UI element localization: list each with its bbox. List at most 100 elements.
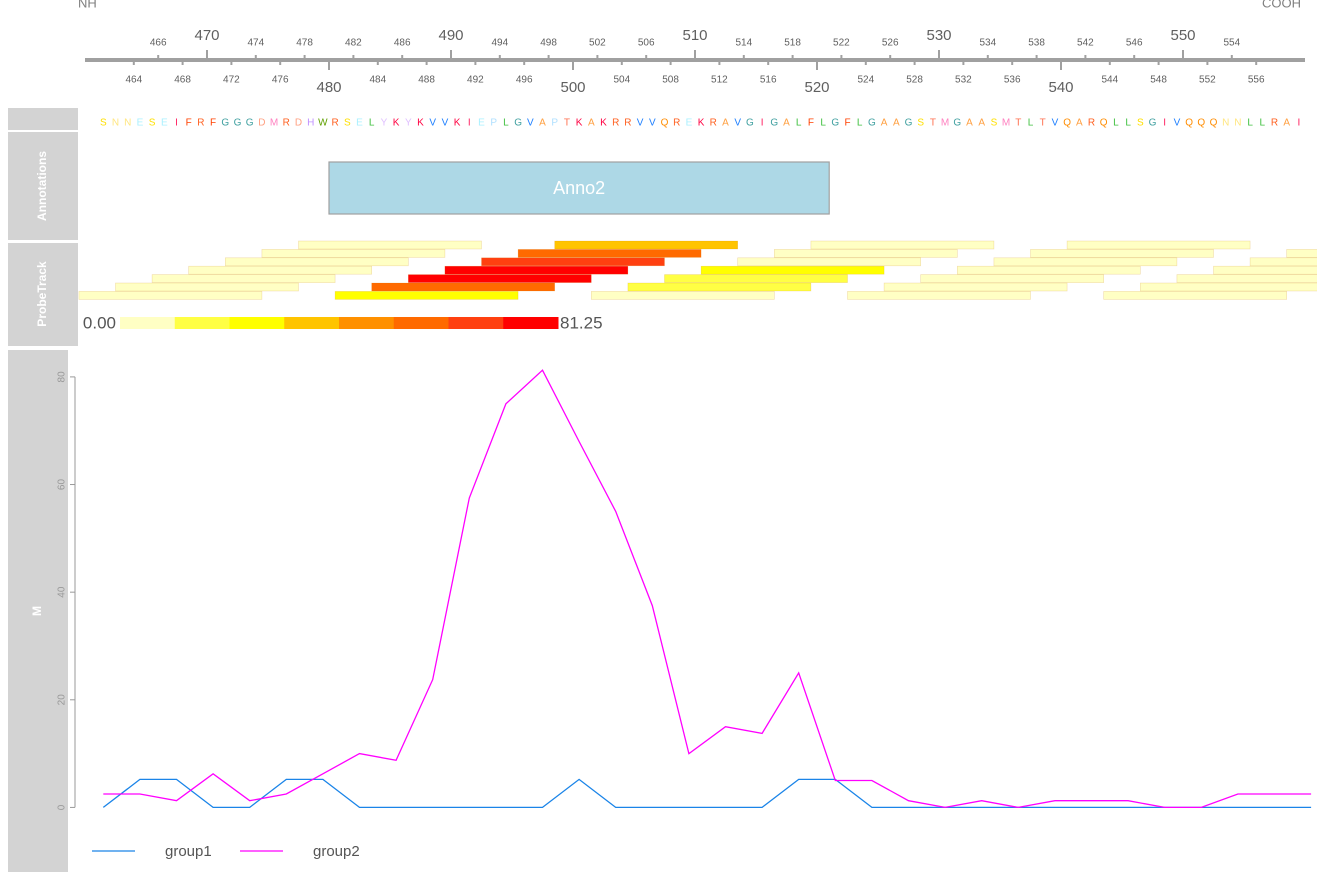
legend-swatch [284, 317, 340, 329]
residue: G [514, 118, 522, 129]
residue: V [527, 118, 534, 129]
residue: M [1002, 118, 1010, 129]
legend-swatch [503, 317, 559, 329]
probe [298, 240, 482, 250]
residue: A [722, 118, 729, 129]
residue: T [1015, 118, 1021, 129]
tick-label: 478 [296, 38, 313, 49]
residue: G [905, 118, 913, 129]
tick-label: 514 [735, 38, 752, 49]
probe [188, 265, 372, 275]
residue: A [881, 118, 888, 129]
residue: E [137, 118, 144, 129]
y-tick-label: 40 [57, 586, 68, 598]
residue: S [149, 118, 156, 129]
residue: R [197, 118, 204, 129]
legend-max: 81.25 [560, 313, 603, 332]
probe-track [78, 240, 1317, 300]
residue: T [1040, 118, 1046, 129]
residue: R [612, 118, 619, 129]
residue: I [1298, 118, 1301, 129]
track-label: ProbeTrack [35, 261, 49, 327]
tick-label: 556 [1248, 75, 1265, 86]
residue: W [318, 118, 328, 129]
annotation-box [328, 161, 830, 215]
probe [1103, 291, 1287, 300]
residue: A [978, 118, 985, 129]
residue: E [478, 118, 485, 129]
tick-label: 538 [1028, 38, 1045, 49]
tick-label: 552 [1199, 75, 1216, 86]
probe [517, 249, 702, 258]
residue: R [624, 118, 631, 129]
tick-label: 496 [516, 75, 533, 86]
tick-label: 506 [638, 38, 655, 49]
residue: N [124, 118, 131, 129]
residue: R [331, 118, 338, 129]
residue: D [295, 118, 302, 129]
residue: S [1137, 118, 1144, 129]
y-tick-label: 60 [57, 479, 68, 491]
tick-label: 550 [1170, 27, 1195, 44]
residue: V [637, 118, 644, 129]
tick-label: 532 [955, 75, 972, 86]
tick-label: 466 [150, 38, 167, 49]
probe [554, 240, 739, 250]
residue: A [783, 118, 790, 129]
probe [810, 240, 995, 250]
tick-label: 546 [1126, 38, 1143, 49]
tick-label: 504 [613, 75, 630, 86]
residue: F [186, 118, 192, 129]
residue: L [503, 118, 509, 129]
residue: L [1125, 118, 1131, 129]
tick-label: 502 [589, 38, 606, 49]
residue: K [393, 118, 400, 129]
probe [664, 274, 848, 283]
tick-label: 528 [906, 75, 923, 86]
residue: L [1113, 118, 1119, 129]
probe [847, 291, 1031, 300]
probe [700, 265, 885, 275]
tick-label: 524 [857, 75, 874, 86]
tick-label: 480 [316, 79, 341, 96]
residue: I [175, 118, 178, 129]
series-line [103, 369, 1312, 809]
residue: G [246, 118, 254, 129]
tick-label: 554 [1223, 38, 1240, 49]
residue: G [1149, 118, 1157, 129]
residue: L [820, 118, 826, 129]
tick-label: 474 [247, 38, 264, 49]
legend-swatch [339, 317, 395, 329]
residue: P [490, 118, 497, 129]
tick-label: 530 [926, 27, 951, 44]
residue: L [1260, 118, 1266, 129]
residue: N [1234, 118, 1241, 129]
residue: I [761, 118, 764, 129]
residue: A [1076, 118, 1083, 129]
track-strip [8, 350, 68, 872]
tick-label: 542 [1077, 38, 1094, 49]
track-strip [8, 243, 78, 346]
tick-label: 486 [394, 38, 411, 49]
residue: V [734, 118, 741, 129]
residue: H [307, 118, 314, 129]
residue: K [454, 118, 461, 129]
residue: E [161, 118, 168, 129]
residue: R [710, 118, 717, 129]
residue: R [1088, 118, 1095, 129]
probe [407, 274, 592, 283]
n-terminus-label: NH [78, 0, 97, 10]
tick-label: 526 [882, 38, 899, 49]
probe [883, 282, 1068, 292]
residue: A [588, 118, 595, 129]
residue: Q [1197, 118, 1205, 129]
legend-label: group1 [165, 843, 212, 860]
probe [444, 265, 629, 275]
probe [151, 274, 336, 283]
residue: I [1163, 118, 1166, 129]
residue: Q [1185, 118, 1193, 129]
tick-label: 492 [467, 75, 484, 86]
probe [1249, 257, 1317, 267]
c-terminus-label: COOH [1262, 0, 1301, 10]
probe [737, 257, 922, 267]
